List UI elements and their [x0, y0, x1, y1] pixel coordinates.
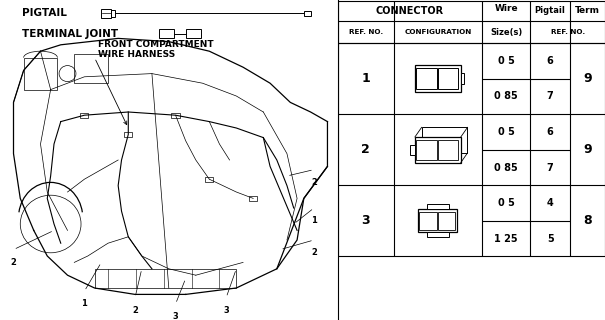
Text: PIGTAIL: PIGTAIL	[22, 8, 67, 19]
Bar	[24, 58, 57, 90]
Text: 0 5: 0 5	[498, 198, 514, 208]
Bar	[101, 9, 111, 18]
Text: CONFIGURATION: CONFIGURATION	[404, 29, 471, 35]
Bar	[124, 132, 132, 137]
Text: TERMINAL JOINT: TERMINAL JOINT	[22, 28, 118, 39]
Bar	[438, 140, 458, 160]
Text: 3: 3	[223, 306, 229, 315]
Bar	[427, 232, 448, 237]
Text: 0 85: 0 85	[494, 92, 518, 101]
Text: 0 5: 0 5	[498, 127, 514, 137]
Text: 3: 3	[361, 214, 370, 227]
Text: 1: 1	[311, 216, 317, 225]
Text: 6: 6	[547, 56, 554, 66]
Text: REF. NO.: REF. NO.	[551, 29, 584, 35]
Bar	[427, 204, 448, 209]
Text: 2: 2	[361, 143, 370, 156]
Text: FRONT COMPARTMENT
WIRE HARNESS: FRONT COMPARTMENT WIRE HARNESS	[98, 40, 214, 60]
Text: 2: 2	[10, 258, 16, 267]
Bar	[438, 68, 458, 89]
Bar	[419, 212, 437, 230]
Text: 6: 6	[547, 127, 554, 137]
Text: 4: 4	[547, 198, 554, 208]
Bar	[461, 73, 464, 84]
Text: 8: 8	[583, 214, 592, 227]
Bar	[186, 29, 201, 38]
Text: 2: 2	[132, 306, 138, 315]
Bar	[74, 54, 108, 83]
FancyBboxPatch shape	[419, 209, 457, 232]
Text: Pigtail: Pigtail	[535, 6, 566, 15]
Text: Wire: Wire	[494, 4, 518, 13]
Text: Term: Term	[575, 6, 600, 15]
Text: 0 5: 0 5	[498, 56, 514, 66]
Bar	[159, 29, 174, 38]
Text: 9: 9	[583, 72, 592, 85]
Bar	[111, 10, 116, 17]
Text: 3: 3	[172, 312, 178, 320]
Bar	[205, 177, 214, 182]
Bar	[94, 269, 237, 288]
Bar	[249, 196, 257, 201]
Text: 1 25: 1 25	[494, 234, 518, 244]
Text: 1: 1	[82, 299, 87, 308]
Text: CONNECTOR: CONNECTOR	[376, 6, 444, 16]
Text: 7: 7	[547, 92, 554, 101]
Bar	[410, 145, 415, 155]
Text: Size(s): Size(s)	[490, 28, 522, 36]
Bar	[304, 11, 310, 16]
Text: 7: 7	[547, 163, 554, 172]
Text: 5: 5	[547, 234, 554, 244]
Text: 2: 2	[311, 248, 317, 257]
Text: REF. NO.: REF. NO.	[348, 29, 383, 35]
Bar	[437, 212, 455, 230]
Text: 2: 2	[311, 178, 317, 187]
Bar	[80, 113, 88, 118]
Bar	[171, 113, 180, 118]
Bar	[415, 65, 461, 92]
Text: 0 85: 0 85	[494, 163, 518, 172]
Text: 9: 9	[583, 143, 592, 156]
Bar	[416, 68, 437, 89]
Text: 1: 1	[361, 72, 370, 85]
Bar	[416, 140, 437, 160]
Bar	[415, 137, 461, 163]
Bar	[422, 127, 468, 153]
